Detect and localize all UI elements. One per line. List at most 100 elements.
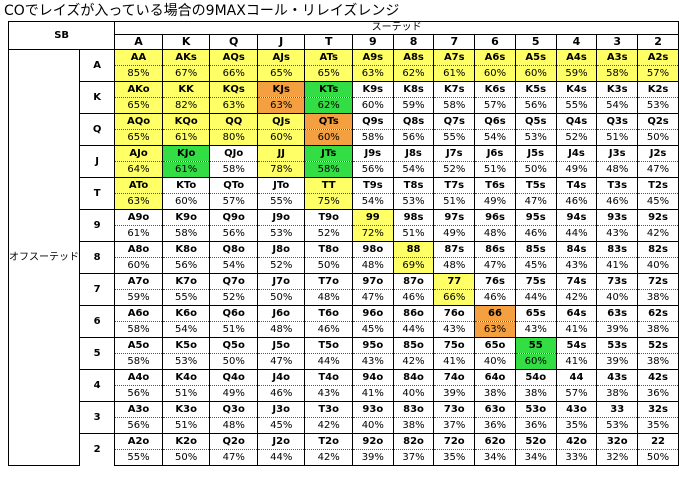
hand-97o: 97o <box>351 273 394 290</box>
equity-QTo: 57% <box>209 193 258 210</box>
equity-QTs: 60% <box>304 129 353 146</box>
hand-76s: 76s <box>474 273 516 290</box>
hand-A7s: A7s <box>433 49 476 66</box>
equity-A7o: 59% <box>114 289 163 306</box>
equity-44: 57% <box>555 385 598 402</box>
equity-K6o: 54% <box>161 321 211 338</box>
equity-T9o: 52% <box>304 225 353 242</box>
equity-A9s: 63% <box>351 65 394 82</box>
hand-Q8s: Q8s <box>392 113 435 130</box>
hand-J8o: J8o <box>256 241 306 258</box>
equity-92o: 39% <box>351 449 394 466</box>
equity-A4o: 56% <box>114 385 163 402</box>
equity-T4s: 46% <box>555 193 598 210</box>
hand-A5o: A5o <box>114 337 163 354</box>
equity-Q7o: 52% <box>209 289 258 306</box>
equity-K5s: 56% <box>514 97 557 114</box>
equity-K2o: 50% <box>161 449 211 466</box>
hand-Q3s: Q3s <box>596 113 639 130</box>
hand-54s: 54s <box>555 337 598 354</box>
equity-Q4s: 52% <box>555 129 598 146</box>
equity-K7o: 55% <box>161 289 211 306</box>
hand-T4s: T4s <box>555 177 598 194</box>
equity-J9o: 53% <box>256 225 306 242</box>
hand-87s: 87s <box>433 241 476 258</box>
equity-T8s: 53% <box>392 193 435 210</box>
rank-header-T: T <box>304 34 353 50</box>
hand-K8o: K8o <box>161 241 211 258</box>
hand-82s: 82s <box>637 241 679 258</box>
equity-87s: 48% <box>433 257 476 274</box>
equity-88: 69% <box>392 257 435 274</box>
row-label-5: 5 <box>78 337 116 370</box>
equity-53s: 39% <box>596 353 639 370</box>
hand-T8o: T8o <box>304 241 353 258</box>
equity-ATo: 63% <box>114 193 163 210</box>
rank-header-8: 8 <box>392 34 435 50</box>
row-label-J: J <box>78 145 116 178</box>
equity-JTo: 55% <box>256 193 306 210</box>
equity-KQo: 61% <box>161 129 211 146</box>
equity-77: 66% <box>433 289 476 306</box>
hand-K4s: K4s <box>555 81 598 98</box>
equity-T5s: 47% <box>514 193 557 210</box>
hand-J6o: J6o <box>256 305 306 322</box>
hand-55: 55 <box>514 337 557 354</box>
equity-43s: 38% <box>596 385 639 402</box>
equity-AKs: 67% <box>161 65 211 82</box>
equity-65s: 43% <box>514 321 557 338</box>
hand-66: 66 <box>474 305 516 322</box>
hand-K8s: K8s <box>392 81 435 98</box>
hand-T6s: T6s <box>474 177 516 194</box>
hand-QTo: QTo <box>209 177 258 194</box>
hand-62o: 62o <box>474 433 516 450</box>
hand-ATs: ATs <box>304 49 353 66</box>
hand-84s: 84s <box>555 241 598 258</box>
hand-T4o: T4o <box>304 369 353 386</box>
hand-A9s: A9s <box>351 49 394 66</box>
rank-header-K: K <box>161 34 211 50</box>
equity-AQs: 66% <box>209 65 258 82</box>
equity-KQs: 63% <box>209 97 258 114</box>
equity-87o: 46% <box>392 289 435 306</box>
equity-96o: 45% <box>351 321 394 338</box>
hand-T3o: T3o <box>304 401 353 418</box>
equity-K7s: 58% <box>433 97 476 114</box>
equity-T6s: 49% <box>474 193 516 210</box>
hand-Q7s: Q7s <box>433 113 476 130</box>
hand-A5s: A5s <box>514 49 557 66</box>
equity-K6s: 57% <box>474 97 516 114</box>
equity-94o: 41% <box>351 385 394 402</box>
row-label-2: 2 <box>78 433 116 466</box>
hand-JTs: JTs <box>304 145 353 162</box>
equity-KTs: 62% <box>304 97 353 114</box>
hand-A3s: A3s <box>596 49 639 66</box>
hand-T5o: T5o <box>304 337 353 354</box>
equity-52o: 34% <box>514 449 557 466</box>
equity-A8s: 62% <box>392 65 435 82</box>
hand-J9o: J9o <box>256 209 306 226</box>
hand-53s: 53s <box>596 337 639 354</box>
hand-K7s: K7s <box>433 81 476 98</box>
equity-A4s: 59% <box>555 65 598 82</box>
hand-93o: 93o <box>351 401 394 418</box>
hand-AQo: AQo <box>114 113 163 130</box>
hand-KJs: KJs <box>256 81 306 98</box>
hand-Q5s: Q5s <box>514 113 557 130</box>
equity-52s: 38% <box>637 353 679 370</box>
equity-98o: 48% <box>351 257 394 274</box>
hand-T3s: T3s <box>596 177 639 194</box>
hand-42s: 42s <box>637 369 679 386</box>
equity-83o: 38% <box>392 417 435 434</box>
equity-84o: 40% <box>392 385 435 402</box>
equity-55: 60% <box>514 353 557 370</box>
hand-32o: 32o <box>596 433 639 450</box>
hand-T8s: T8s <box>392 177 435 194</box>
hand-98o: 98o <box>351 241 394 258</box>
hand-95s: 95s <box>514 209 557 226</box>
equity-97s: 49% <box>433 225 476 242</box>
hand-96o: 96o <box>351 305 394 322</box>
hand-J6s: J6s <box>474 145 516 162</box>
row-label-Q: Q <box>78 113 116 146</box>
row-label-A: A <box>78 49 116 82</box>
